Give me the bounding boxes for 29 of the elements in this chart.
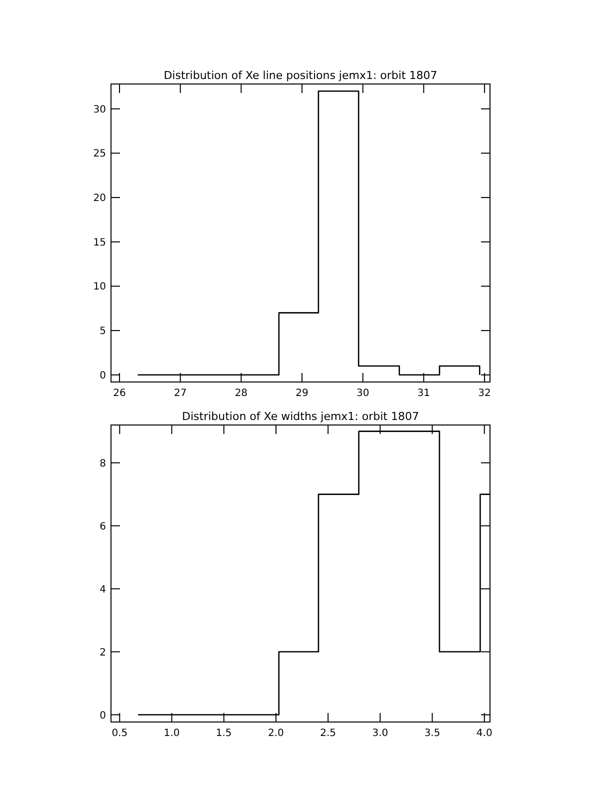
chart-title: Distribution of Xe line positions jemx1: orbit 1807	[164, 69, 438, 82]
y-tick-label: 25	[93, 148, 106, 160]
x-tick-label: 1.5	[216, 728, 232, 739]
y-tick-label: 4	[100, 584, 106, 596]
y-tick-label: 2	[100, 647, 106, 658]
chart-title: Distribution of Xe widths jemx1: orbit 1807	[182, 410, 419, 423]
x-tick-label: 26	[113, 388, 126, 399]
x-tick-label: 30	[356, 388, 370, 399]
y-tick-label: 0	[100, 710, 106, 722]
y-tick-label: 30	[93, 104, 106, 116]
x-tick-label: 1.0	[164, 728, 180, 739]
y-tick-label: 10	[93, 282, 106, 293]
x-tick-label: 29	[296, 388, 308, 399]
y-tick-label: 15	[93, 237, 106, 248]
y-tick-label: 8	[100, 458, 106, 470]
y-tick-label: 5	[100, 326, 106, 338]
x-tick-label: 32	[478, 388, 491, 399]
x-tick-label: 4.0	[476, 728, 492, 739]
x-tick-label: 31	[417, 388, 430, 399]
y-tick-label: 0	[100, 370, 106, 382]
x-tick-label: 27	[174, 388, 187, 399]
x-tick-label: 3.5	[424, 728, 440, 739]
x-tick-label: 2.5	[320, 728, 336, 739]
y-tick-label: 6	[100, 521, 106, 532]
x-tick-label: 0.5	[112, 728, 128, 739]
x-tick-label: 2.0	[268, 728, 284, 739]
x-tick-label: 28	[234, 388, 248, 399]
x-tick-label: 3.0	[372, 728, 388, 739]
y-tick-label: 20	[93, 193, 106, 204]
